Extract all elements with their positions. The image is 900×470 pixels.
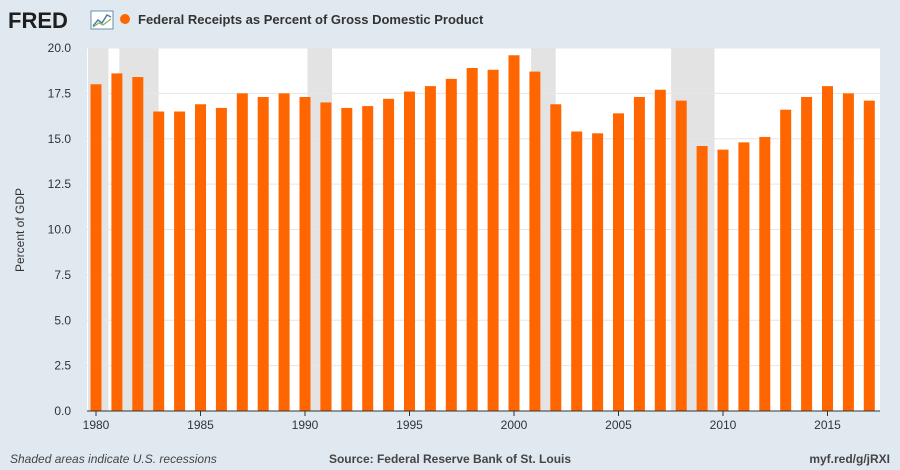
bar-1995 bbox=[404, 91, 415, 411]
x-tick-label: 2000 bbox=[501, 418, 528, 432]
bar-2014 bbox=[801, 97, 813, 411]
bar-2008 bbox=[675, 100, 687, 411]
bar-1993 bbox=[362, 106, 374, 411]
bar-2009 bbox=[696, 146, 708, 411]
y-tick-label: 17.5 bbox=[48, 86, 72, 100]
bar-2011 bbox=[738, 142, 750, 411]
y-tick-label: 15.0 bbox=[48, 132, 72, 146]
bar-1997 bbox=[445, 78, 457, 411]
y-tick-label: 5.0 bbox=[54, 313, 71, 327]
bars bbox=[87, 55, 880, 412]
bar-2000 bbox=[508, 55, 520, 411]
bar-2012 bbox=[759, 136, 771, 411]
y-tick-label: 20.0 bbox=[48, 41, 72, 55]
bar-1992 bbox=[341, 107, 353, 412]
y-tick-label: 7.5 bbox=[54, 268, 71, 282]
x-tick-label: 1985 bbox=[187, 418, 214, 432]
legend-series-marker bbox=[120, 14, 130, 24]
fred-logo[interactable]: FRED bbox=[8, 8, 114, 33]
bar-1987 bbox=[236, 93, 248, 411]
source-text: Source: Federal Reserve Bank of St. Loui… bbox=[329, 452, 571, 466]
x-tick-label: 2015 bbox=[814, 418, 841, 432]
fred-logo-text[interactable]: FRED bbox=[8, 8, 68, 33]
recession-note: Shaded areas indicate U.S. recessions bbox=[10, 452, 217, 466]
bar-2013 bbox=[780, 109, 792, 412]
x-axis-ticks: 1980 1985 1990 1995 2000 2005 2010 2015 bbox=[83, 411, 841, 432]
bar-2004 bbox=[592, 133, 604, 411]
y-tick-label: 2.5 bbox=[54, 359, 71, 373]
bar-2016 bbox=[842, 93, 854, 411]
bar-1999 bbox=[487, 69, 499, 411]
bar-1986 bbox=[215, 107, 227, 412]
bar-1981 bbox=[111, 73, 123, 411]
bar-2002 bbox=[550, 104, 562, 411]
y-tick-label: 0.0 bbox=[54, 404, 71, 418]
short-url-link[interactable]: myf.red/g/jRXI bbox=[809, 452, 890, 466]
bar-2007 bbox=[654, 89, 666, 412]
bar-1982 bbox=[132, 77, 144, 411]
bar-2003 bbox=[571, 131, 583, 412]
bar-2005 bbox=[613, 113, 624, 411]
bar-1983 bbox=[153, 111, 165, 412]
series-title: Federal Receipts as Percent of Gross Dom… bbox=[138, 12, 484, 27]
bar-1988 bbox=[257, 97, 269, 411]
bar-1980 bbox=[90, 84, 102, 412]
bar-1989 bbox=[278, 93, 290, 411]
bar-2001 bbox=[529, 71, 541, 411]
x-tick-label: 2005 bbox=[605, 418, 632, 432]
x-tick-label: 1990 bbox=[292, 418, 319, 432]
bar-1991 bbox=[320, 102, 332, 411]
x-tick-label: 1995 bbox=[396, 418, 423, 432]
bar-1994 bbox=[383, 98, 395, 411]
fred-chart-icon bbox=[90, 10, 114, 30]
bar-2006 bbox=[633, 97, 645, 411]
bar-2015 bbox=[822, 86, 833, 412]
bar-1984 bbox=[174, 111, 186, 412]
y-axis-ticks: 0.0 2.5 5.0 7.5 10.0 12.5 15.0 17.5 20.0 bbox=[48, 41, 72, 418]
bar-2017 bbox=[863, 100, 875, 411]
bar-2010 bbox=[717, 149, 729, 411]
x-tick-label: 1980 bbox=[83, 418, 110, 432]
bar-1990 bbox=[299, 97, 311, 411]
bar-1996 bbox=[424, 86, 436, 412]
x-tick-label: 2010 bbox=[710, 418, 737, 432]
bar-1998 bbox=[466, 67, 478, 411]
y-tick-label: 12.5 bbox=[48, 177, 72, 191]
bar-1985 bbox=[195, 104, 206, 411]
y-tick-label: 10.0 bbox=[48, 223, 72, 237]
y-axis-label: Percent of GDP bbox=[13, 188, 27, 272]
